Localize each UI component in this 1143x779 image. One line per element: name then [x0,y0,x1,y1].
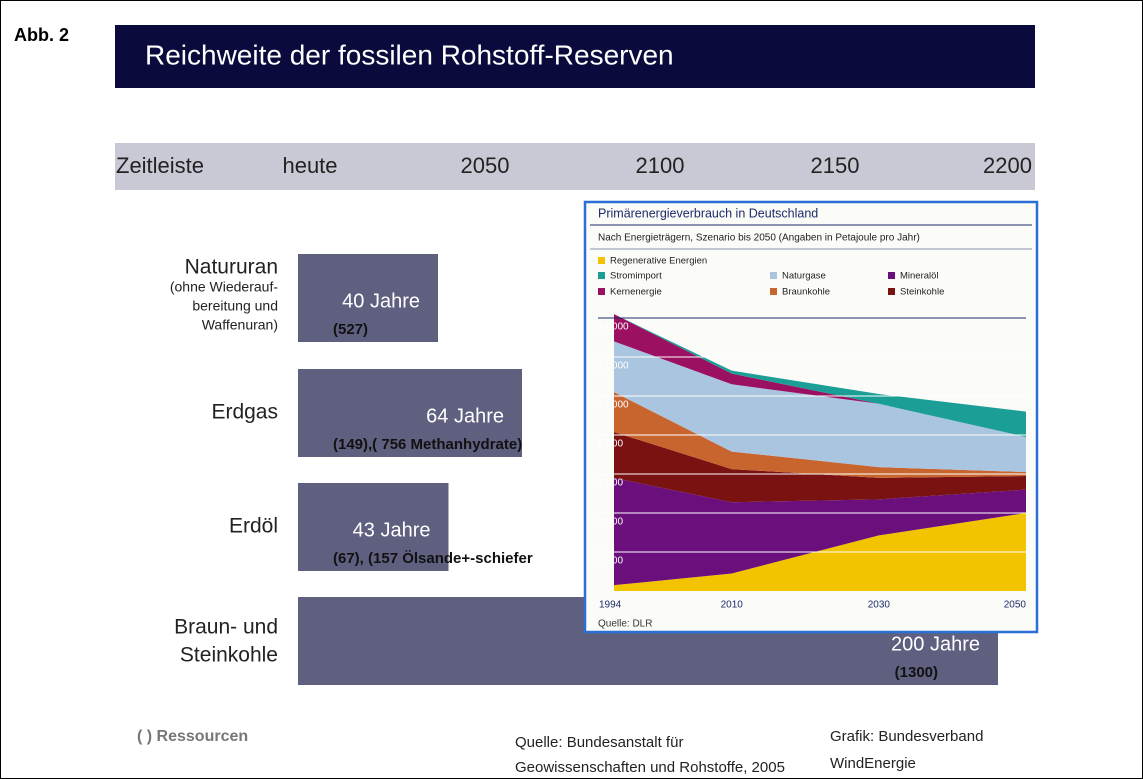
category-label: Erdöl [229,515,278,538]
category-label: Erdgas [211,401,278,424]
inset-subtitle: Nach Energieträgern, Szenario bis 2050 (… [598,233,920,244]
title: Reichweite der fossilen Rohstoff-Reserve… [145,39,674,70]
credit-line: Grafik: Bundesverband [830,728,983,745]
x-tick-label: 2010 [721,600,744,611]
area [614,341,1026,473]
timeline-band [115,143,1035,190]
x-tick-label: 2150 [811,153,860,178]
category-label: Braun- und [174,616,278,639]
category-label: Steinkohle [180,644,278,667]
resource-label: (527) [333,321,368,338]
legend-swatch [598,257,605,264]
legend-label: Kernenergie [610,287,662,298]
inset-source: Quelle: DLR [598,619,652,630]
y-tick-label: 2.000 [598,556,623,567]
x-tick-label: 2100 [636,153,685,178]
bar [298,369,522,457]
credit-line: WindEnergie [830,755,916,772]
y-tick-label: 10.000 [598,400,629,411]
value-label: 43 Jahre [353,519,431,541]
legend-swatch [770,288,777,295]
legend-swatch [598,288,605,295]
x-tick-label: heute [282,153,337,178]
category-note: Waffenuran) [202,317,278,333]
legend-swatch [888,288,895,295]
legend-note: ( ) Ressourcen [137,728,248,745]
y-tick-label: 4.000 [598,517,623,528]
axis-label: Zeitleiste [116,153,204,178]
legend-label: Naturgase [782,271,826,282]
value-label: 200 Jahre [891,633,980,655]
legend-swatch [770,272,777,279]
area [614,392,1026,478]
figure-label: Abb. 2 [14,25,69,45]
legend-swatch [598,272,605,279]
y-tick-label: 14.000 [598,322,629,333]
legend-swatch [888,272,895,279]
area [614,432,1026,503]
legend-label: Stromimport [610,271,662,282]
y-tick-label: 6.000 [598,478,623,489]
bar [298,483,449,571]
legend-label: Mineralöl [900,271,939,282]
resource-label: (149),( 756 Methanhydrate) [333,436,522,453]
title-bar [115,25,1035,88]
legend-label: Braunkohle [782,287,830,298]
category-note: (ohne Wiederauf- [170,279,279,295]
x-tick-label: 1994 [599,600,622,611]
x-tick-label: 2050 [461,153,510,178]
value-label: 40 Jahre [342,290,420,312]
x-tick-label: 2200 [983,153,1032,178]
area [614,314,1026,437]
source-line: Quelle: Bundesanstalt für [515,734,683,751]
value-label: 64 Jahre [426,405,504,427]
y-tick-label: 12.000 [598,361,629,372]
y-tick-label: 8.000 [598,439,623,450]
x-tick-label: 2030 [868,600,891,611]
resource-label: (67), (157 Ölsande+-schiefer [333,550,533,567]
bar [298,254,438,342]
resource-label: (1300) [895,664,938,681]
x-tick-label: 2050 [1004,600,1027,611]
category-note: bereitung und [192,298,278,314]
category-label: Natururan [185,256,278,279]
area [614,477,1026,586]
source-line: Geowissenschaften und Rohstoffe, 2005 [515,759,785,776]
legend-label: Regenerative Energien [610,256,707,267]
legend-label: Steinkohle [900,287,944,298]
inset-title: Primärenergieverbrauch in Deutschland [598,206,818,220]
